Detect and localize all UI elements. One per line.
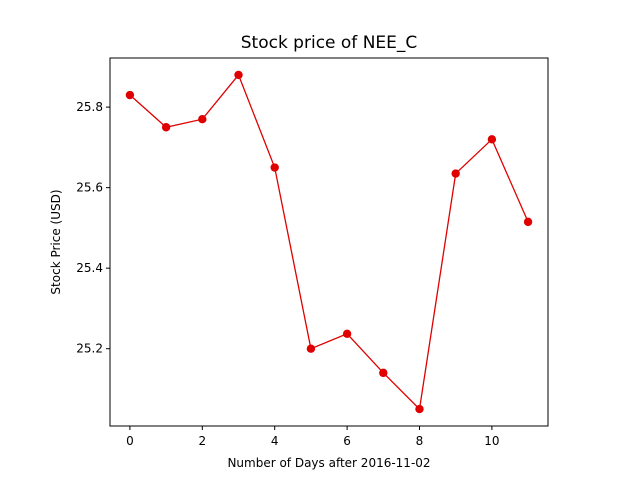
chart-title: Stock price of NEE_C xyxy=(241,33,418,53)
marker-group xyxy=(125,70,533,414)
x-axis-label: Number of Days after 2016-11-02 xyxy=(227,456,430,470)
data-point-marker xyxy=(270,163,279,172)
data-point-marker xyxy=(451,169,460,178)
x-tick-label: 10 xyxy=(484,434,499,448)
y-tick-label: 25.6 xyxy=(76,181,103,195)
x-tick-label: 6 xyxy=(343,434,351,448)
x-tick-label: 8 xyxy=(416,434,424,448)
data-point-marker xyxy=(125,90,135,100)
x-tick-label: 4 xyxy=(271,434,279,448)
data-point-marker xyxy=(523,217,533,227)
x-tick-label: 2 xyxy=(198,434,206,448)
data-point-marker xyxy=(306,344,316,353)
x-tick-label: 0 xyxy=(126,434,134,448)
data-point-marker xyxy=(342,329,352,338)
y-tick-label: 25.2 xyxy=(76,342,103,356)
data-point-marker xyxy=(379,368,388,378)
y-tick-label: 25.4 xyxy=(76,261,103,275)
data-point-marker xyxy=(415,404,424,414)
data-point-marker xyxy=(234,70,243,80)
y-axis-label: Stock Price (USD) xyxy=(49,189,63,294)
y-axis-ticks: 25.2 25.4 25.6 25.8 xyxy=(76,100,110,356)
data-point-marker xyxy=(487,135,497,144)
data-point-marker xyxy=(161,123,171,132)
plot-area-frame xyxy=(109,57,549,427)
y-tick-label: 25.8 xyxy=(76,100,103,114)
data-point-marker xyxy=(198,114,207,124)
x-axis-ticks: 0 2 4 6 8 10 xyxy=(126,426,500,448)
series-group xyxy=(129,73,529,411)
price-series-line xyxy=(129,73,529,411)
